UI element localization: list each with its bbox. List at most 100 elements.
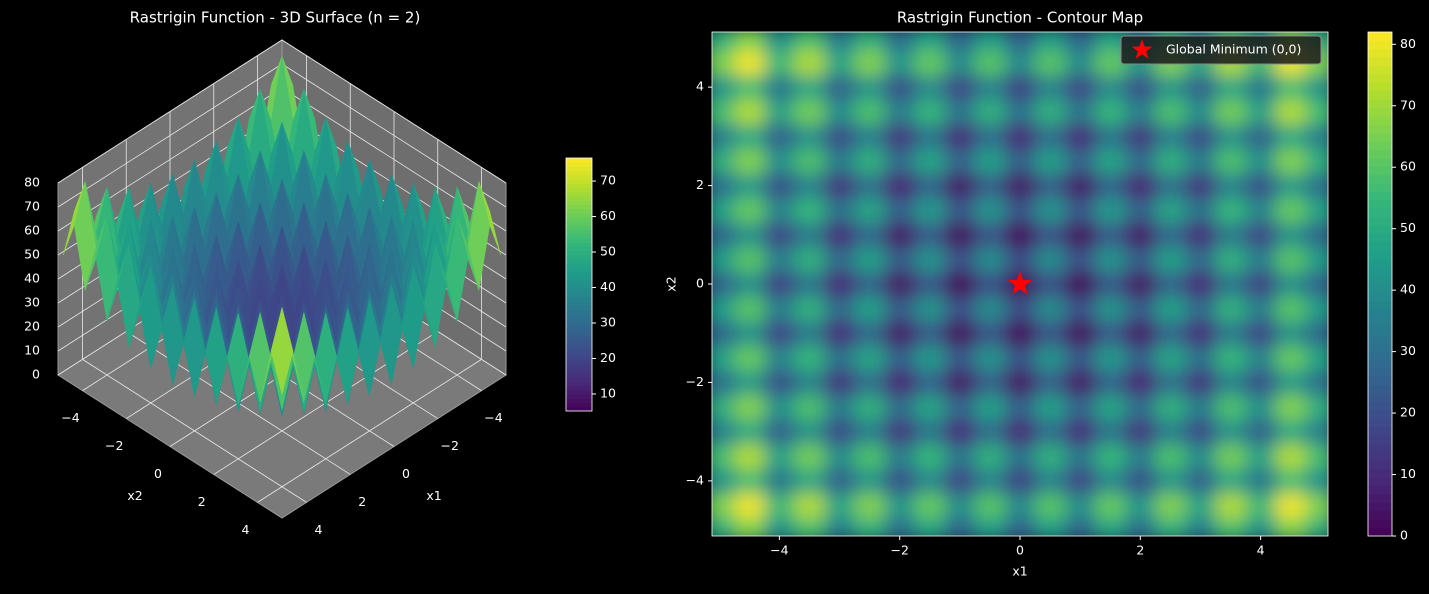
y-tick-label: 2 <box>696 177 704 192</box>
heatmap-cell <box>1035 271 1066 297</box>
colorbar-band <box>566 250 592 256</box>
heatmap-cell <box>764 296 796 322</box>
heatmap-cell <box>1275 443 1307 470</box>
heatmap-cell <box>794 517 826 536</box>
legend-label: Global Minimum (0,0) <box>1166 42 1301 57</box>
heatmap-cell <box>1125 148 1156 174</box>
chart-title: Rastrigin Function - Contour Map <box>897 9 1143 27</box>
colorbar-band <box>1368 107 1392 117</box>
heatmap-cell <box>1155 271 1187 297</box>
heatmap-cell <box>734 443 765 470</box>
heatmap-cell <box>1245 443 1277 470</box>
heatmap-cell <box>1004 247 1036 273</box>
heatmap-cell <box>764 517 796 536</box>
heatmap-cell <box>1155 197 1187 224</box>
heatmap-cell <box>1305 247 1328 273</box>
colorbar-frame <box>1367 31 1393 537</box>
heatmap-cell <box>854 173 886 199</box>
heatmap-cell <box>974 517 1006 536</box>
heatmap-cell <box>712 148 735 174</box>
colorbar-band <box>1368 267 1392 277</box>
colorbar-band <box>1368 309 1392 319</box>
heatmap-cell <box>1035 148 1066 174</box>
colorbar-band <box>1368 300 1392 310</box>
heatmap-cell <box>734 50 765 76</box>
colorbar-band <box>1368 90 1392 100</box>
heatmap-cell <box>1035 222 1066 248</box>
heatmap-cell <box>944 197 976 224</box>
colorbar-band <box>1368 494 1392 503</box>
x-tick-label: −2 <box>890 543 908 558</box>
z-tick-label: 60 <box>24 223 40 238</box>
heatmap-cell <box>1275 493 1307 519</box>
colorbar-band <box>566 373 592 378</box>
z-tick-label: 0 <box>32 367 40 382</box>
colorbar-band <box>566 288 592 294</box>
heatmap-cell <box>1095 124 1126 150</box>
heatmap-cell <box>1305 517 1328 536</box>
heatmap-cell <box>1065 419 1096 445</box>
heatmap-cell <box>974 345 1006 371</box>
heatmap-cell <box>734 320 765 347</box>
heatmap-cell <box>1065 197 1096 224</box>
heatmap-cell <box>824 247 856 273</box>
heatmap-cell <box>854 468 886 494</box>
heatmap-cell <box>944 247 976 273</box>
heatmap-cell <box>1215 419 1247 445</box>
colorbar-band <box>1368 477 1392 487</box>
heatmap-cell <box>1305 394 1328 420</box>
heatmap-cell <box>734 296 765 322</box>
heatmap-cell <box>1185 296 1217 322</box>
heatmap-cell <box>1245 173 1277 199</box>
x-tick-label: −2 <box>441 438 459 453</box>
heatmap-cell <box>1275 296 1307 322</box>
heatmap-cell <box>794 345 826 371</box>
heatmap-cell <box>914 74 946 101</box>
y-tick-label: −4 <box>61 410 79 425</box>
heatmap-cell <box>1065 443 1096 470</box>
heatmap-cell <box>824 222 856 248</box>
heatmap-cell <box>734 148 765 174</box>
heatmap-cell <box>1004 493 1036 519</box>
heatmap-cell <box>1245 124 1277 150</box>
heatmap-cell <box>1035 50 1066 76</box>
colorbar-band <box>566 381 592 387</box>
heatmap-cell <box>764 468 796 494</box>
heatmap-cell <box>854 99 886 125</box>
heatmap-cell <box>1035 173 1066 199</box>
heatmap-cell <box>1215 173 1247 199</box>
colorbar-band <box>566 292 592 298</box>
grid-line <box>57 63 283 208</box>
legend-marker <box>1131 39 1153 59</box>
heatmap-cell <box>764 148 796 174</box>
heatmap-cell <box>884 148 916 174</box>
heatmap-cell <box>712 124 735 150</box>
colorbar-band <box>1368 116 1392 125</box>
heatmap-cell <box>914 517 946 536</box>
heatmap-cell <box>974 419 1006 445</box>
colorbar-band <box>1368 284 1392 293</box>
heatmap-cell <box>944 493 976 519</box>
heatmap-cell <box>824 74 856 101</box>
heatmap-cell <box>944 74 976 101</box>
heatmap-cell <box>854 271 886 297</box>
colorbar-band <box>566 309 592 315</box>
heatmap-cell <box>734 394 765 420</box>
heatmap-cell <box>944 148 976 174</box>
colorbar-band <box>1368 460 1392 470</box>
colorbar-band <box>1368 208 1392 218</box>
heatmap-cell <box>764 173 796 199</box>
colorbar-band <box>1368 48 1392 58</box>
heatmap-cell <box>1185 222 1217 248</box>
colorbar-frame <box>565 157 593 412</box>
heatmap-cell <box>824 345 856 371</box>
heatmap-cell <box>794 173 826 199</box>
heatmap-cell <box>794 222 826 248</box>
heatmap-cell <box>1215 296 1247 322</box>
heatmap-cell <box>914 493 946 519</box>
colorbar-band <box>1368 485 1392 495</box>
y-tick-label: −4 <box>686 472 704 487</box>
heatmap-cell <box>824 148 856 174</box>
heatmap-cell <box>764 197 796 224</box>
heatmap-cell <box>884 50 916 76</box>
